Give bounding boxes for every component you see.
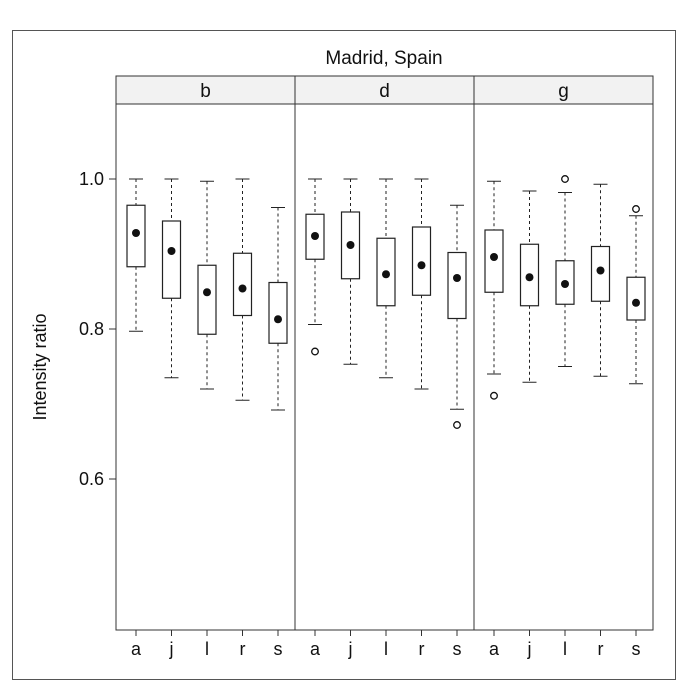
outlier-point — [632, 205, 640, 213]
panel-b: b a j l r s — [115, 75, 296, 659]
y-tick-label: 1.0 — [79, 169, 104, 189]
box-b-j: j — [161, 178, 182, 659]
outlier-point — [490, 391, 498, 400]
box-g-r: r — [590, 183, 611, 659]
x-tick-label: a — [489, 639, 500, 659]
x-tick-label: r — [240, 639, 246, 659]
x-tick-label: a — [310, 639, 321, 659]
median-dot — [525, 273, 534, 282]
panel-border — [294, 103, 475, 631]
iqr-box — [484, 229, 504, 293]
box-g-a: a — [484, 180, 504, 659]
box-g-l: l — [555, 175, 575, 659]
median-dot — [632, 298, 640, 307]
iqr-box — [161, 220, 182, 299]
x-tick-label: s — [632, 639, 641, 659]
median-dot — [417, 261, 426, 270]
panel-g: g a j l r s — [473, 75, 654, 659]
median-dot — [490, 253, 498, 261]
figure-frame — [12, 30, 676, 680]
median-dot — [274, 315, 282, 324]
iqr-box — [197, 264, 217, 335]
strip-label: b — [200, 81, 211, 102]
box-g-j: j — [519, 190, 540, 659]
plot-area: 1.0 0.8 0.6 b a j l r s d a j l r s g a j l r s — [79, 75, 654, 659]
median-dot — [453, 274, 461, 282]
median-dot — [561, 280, 569, 288]
median-dot — [132, 229, 140, 237]
box-g-s: s — [626, 205, 646, 659]
median-dot — [238, 284, 247, 293]
x-tick-label: l — [563, 639, 567, 659]
median-dot — [346, 241, 355, 249]
box-b-s: s — [268, 207, 288, 659]
strip-label: d — [379, 81, 390, 102]
chart-title: Madrid, Spain — [325, 48, 442, 69]
box-d-a: a — [305, 178, 325, 659]
iqr-box — [232, 252, 253, 317]
box-b-l: l — [197, 180, 217, 659]
outlier-point — [311, 347, 319, 356]
iqr-box — [447, 251, 467, 320]
x-tick-label: l — [205, 639, 209, 659]
y-axis: 1.0 0.8 0.6 — [79, 169, 116, 489]
box-d-r: r — [411, 178, 432, 659]
iqr-box — [411, 226, 432, 296]
x-tick-label: s — [274, 639, 283, 659]
x-tick-label: r — [598, 639, 604, 659]
x-tick-label: l — [384, 639, 388, 659]
iqr-box — [268, 281, 288, 344]
median-dot — [596, 266, 605, 275]
x-tick-label: j — [169, 639, 174, 659]
iqr-box — [626, 276, 646, 321]
y-tick-label: 0.6 — [79, 469, 104, 489]
x-tick-label: a — [131, 639, 142, 659]
median-dot — [382, 270, 390, 279]
box-d-s: s — [447, 204, 467, 659]
x-tick-label: j — [527, 639, 532, 659]
median-dot — [167, 247, 176, 255]
panel-border — [115, 103, 296, 631]
outlier-point — [453, 421, 461, 429]
x-tick-label: j — [348, 639, 353, 659]
box-b-r: r — [232, 178, 253, 659]
box-d-j: j — [340, 178, 361, 659]
panel-d: d a j l r s — [294, 75, 475, 659]
strip-header — [473, 75, 654, 105]
box-d-l: l — [376, 178, 396, 659]
strip-label: g — [558, 81, 569, 102]
median-dot — [203, 288, 211, 297]
box-b-a: a — [126, 178, 146, 659]
y-tick-label: 0.8 — [79, 319, 104, 339]
x-tick-label: r — [419, 639, 425, 659]
x-tick-label: s — [453, 639, 462, 659]
strip-header — [115, 75, 296, 105]
panel-border — [473, 103, 654, 631]
y-axis-label: Intensity ratio — [30, 313, 50, 420]
median-dot — [311, 232, 319, 240]
outlier-point — [561, 175, 569, 183]
